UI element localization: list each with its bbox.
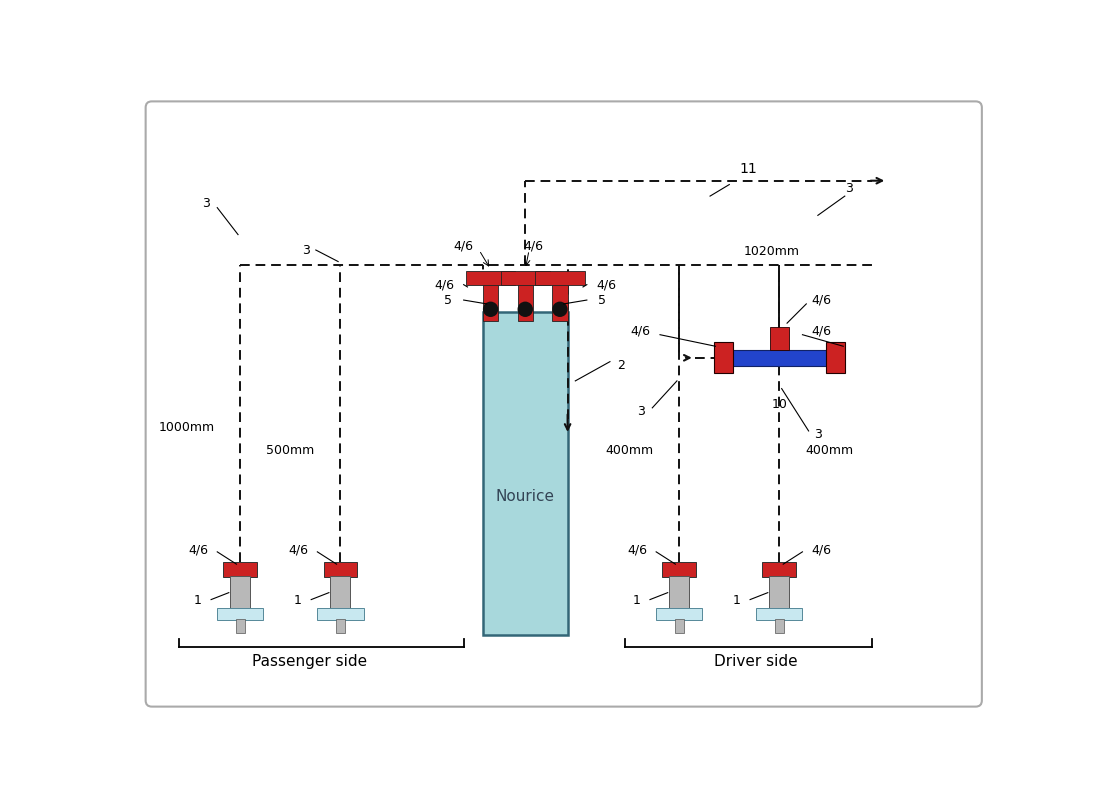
Bar xyxy=(483,311,568,635)
Text: 4/6: 4/6 xyxy=(812,324,832,338)
Bar xyxy=(662,562,696,578)
Circle shape xyxy=(483,302,498,317)
Bar xyxy=(669,576,690,608)
Text: Passenger side: Passenger side xyxy=(252,654,367,670)
Bar xyxy=(483,281,498,321)
Text: 3: 3 xyxy=(637,405,645,418)
Bar xyxy=(500,270,550,285)
Text: 3: 3 xyxy=(845,182,853,195)
Circle shape xyxy=(517,302,534,317)
Bar xyxy=(757,608,803,619)
Text: 1: 1 xyxy=(632,594,641,607)
Text: 4/6: 4/6 xyxy=(630,324,651,338)
Bar xyxy=(729,350,829,366)
Text: 10: 10 xyxy=(771,398,788,410)
Text: 400mm: 400mm xyxy=(605,444,653,457)
Bar xyxy=(223,562,257,578)
Text: 1: 1 xyxy=(194,594,202,607)
Text: 1: 1 xyxy=(294,594,302,607)
Text: 400mm: 400mm xyxy=(805,444,854,457)
Text: 500mm: 500mm xyxy=(266,444,315,457)
Bar xyxy=(714,342,733,373)
Bar xyxy=(769,576,790,608)
Text: 4/6: 4/6 xyxy=(812,294,832,306)
Bar xyxy=(318,608,363,619)
Text: 5: 5 xyxy=(598,294,606,306)
Bar xyxy=(323,562,358,578)
Bar xyxy=(230,576,251,608)
Bar xyxy=(330,576,351,608)
Bar xyxy=(536,270,584,285)
Text: 3: 3 xyxy=(201,198,210,210)
Text: 4/6: 4/6 xyxy=(596,278,616,291)
Text: 4/6: 4/6 xyxy=(188,544,208,557)
Text: 4/6: 4/6 xyxy=(453,240,474,253)
Bar xyxy=(774,619,784,634)
Text: 4/6: 4/6 xyxy=(812,544,832,557)
Text: 5: 5 xyxy=(444,294,452,306)
Bar xyxy=(552,281,568,321)
Text: 1: 1 xyxy=(733,594,741,607)
Text: 4/6: 4/6 xyxy=(627,544,647,557)
Text: 2: 2 xyxy=(617,359,626,372)
FancyBboxPatch shape xyxy=(145,102,982,706)
Text: 3: 3 xyxy=(301,243,310,257)
Text: Driver side: Driver side xyxy=(714,654,799,670)
Text: 3: 3 xyxy=(814,428,822,442)
Text: 1000mm: 1000mm xyxy=(158,421,214,434)
Text: 4/6: 4/6 xyxy=(434,278,454,291)
Text: 1020mm: 1020mm xyxy=(744,245,800,258)
Text: 11: 11 xyxy=(739,162,758,176)
Bar xyxy=(466,270,515,285)
Bar xyxy=(762,562,796,578)
Bar xyxy=(825,342,845,373)
Text: 4/6: 4/6 xyxy=(522,240,543,253)
Text: 4/6: 4/6 xyxy=(288,544,308,557)
Bar xyxy=(770,327,789,350)
Bar xyxy=(336,619,345,634)
Bar xyxy=(517,281,532,321)
Bar xyxy=(674,619,684,634)
Circle shape xyxy=(552,302,568,317)
Bar xyxy=(656,608,703,619)
Bar xyxy=(218,608,264,619)
Bar xyxy=(235,619,245,634)
Text: Nourice: Nourice xyxy=(496,489,554,504)
